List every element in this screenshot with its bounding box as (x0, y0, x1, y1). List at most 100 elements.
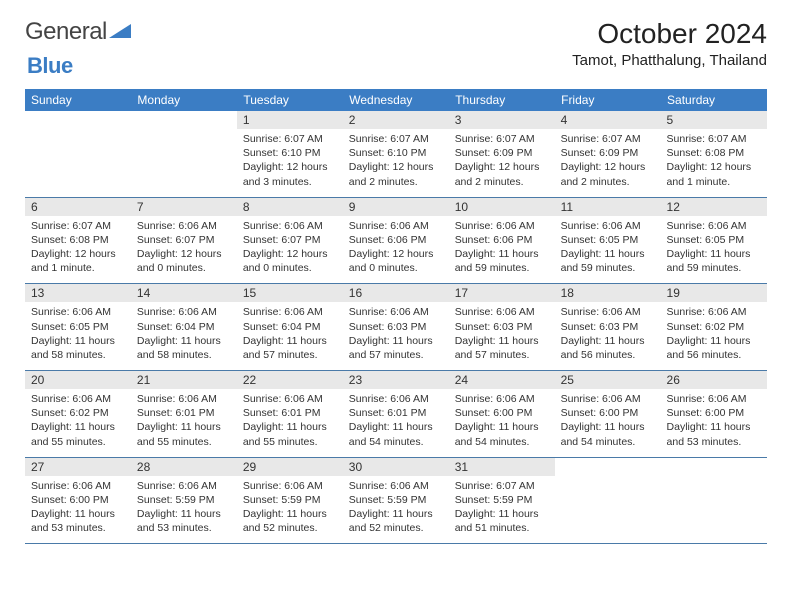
daylight-text: Daylight: 11 hours and 59 minutes. (561, 247, 655, 275)
day-body: Sunrise: 6:06 AMSunset: 6:07 PMDaylight:… (237, 216, 343, 284)
day-number: 4 (555, 111, 661, 129)
sunset-text: Sunset: 6:04 PM (243, 320, 337, 334)
day-body: Sunrise: 6:06 AMSunset: 5:59 PMDaylight:… (237, 476, 343, 544)
day-body: Sunrise: 6:06 AMSunset: 6:01 PMDaylight:… (343, 389, 449, 457)
day-number: 14 (131, 284, 237, 302)
day-body (131, 115, 237, 175)
sunrise-text: Sunrise: 6:06 AM (31, 392, 125, 406)
sunset-text: Sunset: 6:08 PM (31, 233, 125, 247)
daylight-text: Daylight: 12 hours and 1 minute. (31, 247, 125, 275)
sunrise-text: Sunrise: 6:07 AM (455, 132, 549, 146)
sunset-text: Sunset: 6:01 PM (243, 406, 337, 420)
logo-triangle-icon (109, 22, 131, 43)
daylight-text: Daylight: 11 hours and 59 minutes. (455, 247, 549, 275)
sunrise-text: Sunrise: 6:06 AM (349, 479, 443, 493)
calendar-day-cell: 8Sunrise: 6:06 AMSunset: 6:07 PMDaylight… (237, 197, 343, 284)
calendar-day-cell: 12Sunrise: 6:06 AMSunset: 6:05 PMDayligh… (661, 197, 767, 284)
title-block: October 2024 Tamot, Phatthalung, Thailan… (572, 18, 767, 69)
day-number: 12 (661, 198, 767, 216)
weekday-tuesday: Tuesday (237, 89, 343, 111)
calendar-day-cell: 25Sunrise: 6:06 AMSunset: 6:00 PMDayligh… (555, 371, 661, 458)
day-body: Sunrise: 6:07 AMSunset: 6:10 PMDaylight:… (237, 129, 343, 197)
calendar-day-cell: 28Sunrise: 6:06 AMSunset: 5:59 PMDayligh… (131, 457, 237, 544)
day-body: Sunrise: 6:06 AMSunset: 6:02 PMDaylight:… (661, 302, 767, 370)
sunset-text: Sunset: 6:09 PM (561, 146, 655, 160)
daylight-text: Daylight: 11 hours and 55 minutes. (137, 420, 231, 448)
sunrise-text: Sunrise: 6:06 AM (137, 219, 231, 233)
day-number: 5 (661, 111, 767, 129)
day-number: 2 (343, 111, 449, 129)
sunrise-text: Sunrise: 6:06 AM (31, 305, 125, 319)
calendar-day-cell (25, 111, 131, 197)
weekday-sunday: Sunday (25, 89, 131, 111)
sunset-text: Sunset: 6:05 PM (561, 233, 655, 247)
daylight-text: Daylight: 12 hours and 2 minutes. (455, 160, 549, 188)
sunrise-text: Sunrise: 6:06 AM (349, 305, 443, 319)
day-number: 8 (237, 198, 343, 216)
day-number: 13 (25, 284, 131, 302)
calendar-week-row: 20Sunrise: 6:06 AMSunset: 6:02 PMDayligh… (25, 371, 767, 458)
day-body (25, 115, 131, 175)
daylight-text: Daylight: 11 hours and 54 minutes. (349, 420, 443, 448)
daylight-text: Daylight: 11 hours and 52 minutes. (349, 507, 443, 535)
day-number: 30 (343, 458, 449, 476)
calendar-week-row: 6Sunrise: 6:07 AMSunset: 6:08 PMDaylight… (25, 197, 767, 284)
day-body: Sunrise: 6:06 AMSunset: 5:59 PMDaylight:… (343, 476, 449, 544)
day-number: 6 (25, 198, 131, 216)
day-number: 25 (555, 371, 661, 389)
day-number: 15 (237, 284, 343, 302)
calendar-day-cell (131, 111, 237, 197)
day-body: Sunrise: 6:06 AMSunset: 6:01 PMDaylight:… (237, 389, 343, 457)
daylight-text: Daylight: 12 hours and 0 minutes. (243, 247, 337, 275)
logo-word2: Blue (27, 53, 73, 78)
day-number: 7 (131, 198, 237, 216)
daylight-text: Daylight: 11 hours and 53 minutes. (667, 420, 761, 448)
daylight-text: Daylight: 11 hours and 51 minutes. (455, 507, 549, 535)
daylight-text: Daylight: 11 hours and 55 minutes. (243, 420, 337, 448)
sunrise-text: Sunrise: 6:06 AM (667, 219, 761, 233)
sunset-text: Sunset: 6:02 PM (31, 406, 125, 420)
weekday-friday: Friday (555, 89, 661, 111)
daylight-text: Daylight: 11 hours and 57 minutes. (455, 334, 549, 362)
logo: General (25, 18, 133, 46)
day-number: 23 (343, 371, 449, 389)
calendar-day-cell: 2Sunrise: 6:07 AMSunset: 6:10 PMDaylight… (343, 111, 449, 197)
sunrise-text: Sunrise: 6:07 AM (455, 479, 549, 493)
day-body: Sunrise: 6:07 AMSunset: 6:08 PMDaylight:… (661, 129, 767, 197)
sunrise-text: Sunrise: 6:06 AM (243, 219, 337, 233)
sunset-text: Sunset: 6:10 PM (243, 146, 337, 160)
sunset-text: Sunset: 6:00 PM (667, 406, 761, 420)
sunset-text: Sunset: 6:06 PM (455, 233, 549, 247)
day-body: Sunrise: 6:06 AMSunset: 6:04 PMDaylight:… (131, 302, 237, 370)
calendar-week-row: 13Sunrise: 6:06 AMSunset: 6:05 PMDayligh… (25, 284, 767, 371)
daylight-text: Daylight: 11 hours and 57 minutes. (243, 334, 337, 362)
calendar-day-cell: 5Sunrise: 6:07 AMSunset: 6:08 PMDaylight… (661, 111, 767, 197)
logo-word1: General (25, 18, 107, 46)
weekday-saturday: Saturday (661, 89, 767, 111)
day-body: Sunrise: 6:06 AMSunset: 6:05 PMDaylight:… (555, 216, 661, 284)
calendar-day-cell: 27Sunrise: 6:06 AMSunset: 6:00 PMDayligh… (25, 457, 131, 544)
day-body: Sunrise: 6:06 AMSunset: 6:00 PMDaylight:… (661, 389, 767, 457)
daylight-text: Daylight: 11 hours and 56 minutes. (667, 334, 761, 362)
day-number: 22 (237, 371, 343, 389)
sunset-text: Sunset: 6:00 PM (561, 406, 655, 420)
sunset-text: Sunset: 5:59 PM (455, 493, 549, 507)
sunset-text: Sunset: 6:07 PM (137, 233, 231, 247)
calendar-day-cell: 24Sunrise: 6:06 AMSunset: 6:00 PMDayligh… (449, 371, 555, 458)
calendar-day-cell: 17Sunrise: 6:06 AMSunset: 6:03 PMDayligh… (449, 284, 555, 371)
sunset-text: Sunset: 5:59 PM (137, 493, 231, 507)
sunset-text: Sunset: 6:09 PM (455, 146, 549, 160)
sunrise-text: Sunrise: 6:06 AM (137, 392, 231, 406)
sunrise-text: Sunrise: 6:06 AM (561, 392, 655, 406)
sunrise-text: Sunrise: 6:07 AM (243, 132, 337, 146)
day-body: Sunrise: 6:06 AMSunset: 6:06 PMDaylight:… (343, 216, 449, 284)
calendar-day-cell: 15Sunrise: 6:06 AMSunset: 6:04 PMDayligh… (237, 284, 343, 371)
weekday-wednesday: Wednesday (343, 89, 449, 111)
sunrise-text: Sunrise: 6:06 AM (455, 219, 549, 233)
day-number: 1 (237, 111, 343, 129)
daylight-text: Daylight: 11 hours and 53 minutes. (31, 507, 125, 535)
calendar-day-cell: 22Sunrise: 6:06 AMSunset: 6:01 PMDayligh… (237, 371, 343, 458)
calendar-day-cell (555, 457, 661, 544)
calendar-day-cell: 18Sunrise: 6:06 AMSunset: 6:03 PMDayligh… (555, 284, 661, 371)
sunrise-text: Sunrise: 6:06 AM (243, 392, 337, 406)
